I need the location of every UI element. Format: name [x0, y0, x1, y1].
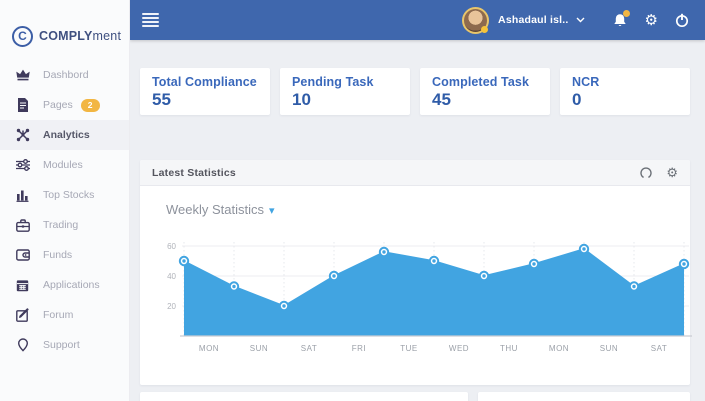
- main-content: Total Compliance 55 Pending Task 10 Comp…: [130, 40, 705, 401]
- bottom-card-right: [478, 392, 690, 401]
- wallet-icon: [15, 249, 30, 261]
- crown-icon: [15, 69, 30, 81]
- panel-header: Latest Statistics ⚙: [140, 160, 690, 186]
- avatar[interactable]: [462, 6, 490, 34]
- stat-card-total-compliance: Total Compliance 55: [140, 68, 270, 115]
- stat-value: 10: [292, 90, 311, 109]
- sidebar-item-label: Applications: [43, 279, 100, 291]
- stat-label: Completed Task: [432, 75, 530, 89]
- bar-chart-icon: [15, 189, 30, 202]
- svg-text:SAT: SAT: [651, 344, 667, 353]
- stat-value: 45: [432, 90, 451, 109]
- stat-value: 55: [152, 90, 171, 109]
- sidebar-item-analytics[interactable]: Analytics: [0, 120, 129, 150]
- gear-icon[interactable]: ⚙: [644, 11, 658, 29]
- svg-text:SUN: SUN: [250, 344, 268, 353]
- sidebar-item-label: Pages: [43, 99, 73, 111]
- svg-text:20: 20: [167, 302, 176, 311]
- sidebar-item-label: Analytics: [43, 129, 90, 141]
- sidebar-item-label: Forum: [43, 309, 74, 321]
- sidebar-item-label: Top Stocks: [43, 189, 95, 201]
- svg-text:SUN: SUN: [600, 344, 618, 353]
- stat-card-completed-task: Completed Task 45: [420, 68, 550, 115]
- stat-card-pending-task: Pending Task 10: [280, 68, 410, 115]
- caret-down-icon: ▾: [269, 205, 275, 217]
- sidebar-item-label: Funds: [43, 249, 73, 261]
- svg-text:MON: MON: [549, 344, 569, 353]
- stat-label: Pending Task: [292, 75, 374, 89]
- stat-label: NCR: [572, 75, 600, 89]
- sidebar-item-dashboard[interactable]: Dashbord: [0, 60, 129, 90]
- pages-count-badge: 2: [80, 98, 100, 112]
- sidebar-menu: Dashbord Pages 2 Analytics Modules: [0, 60, 129, 360]
- briefcase-icon: [15, 218, 30, 232]
- calendar-icon: [15, 279, 30, 292]
- weekly-chart: 20 40 60 MON SUN SAT FRI TUE WED THU MON SUN SAT: [167, 242, 692, 353]
- stats-row: Total Compliance 55 Pending Task 10 Comp…: [140, 68, 690, 115]
- sidebar-item-label: Dashbord: [43, 69, 89, 81]
- sidebar-item-trading[interactable]: Trading: [0, 210, 129, 240]
- svg-text:TUE: TUE: [400, 344, 418, 353]
- network-icon: [15, 128, 30, 142]
- sidebar-item-applications[interactable]: Applications: [0, 270, 129, 300]
- file-icon: [15, 98, 30, 112]
- panel-header-icons: ⚙: [640, 166, 678, 179]
- sidebar-item-modules[interactable]: Modules: [0, 150, 129, 180]
- sidebar-item-top-stocks[interactable]: Top Stocks: [0, 180, 129, 210]
- edit-icon: [15, 308, 30, 322]
- status-dot: [481, 25, 489, 33]
- gear-icon[interactable]: ⚙: [666, 165, 678, 180]
- sliders-icon: [15, 159, 30, 171]
- svg-text:THU: THU: [500, 344, 518, 353]
- topbar: Ashadaul isl.. ⚙: [130, 0, 705, 40]
- pin-icon: [15, 338, 30, 352]
- sidebar-item-forum[interactable]: Forum: [0, 300, 129, 330]
- panel-title: Latest Statistics: [152, 166, 236, 179]
- svg-text:40: 40: [167, 272, 176, 281]
- chevron-down-icon[interactable]: [576, 17, 585, 23]
- stat-value: 0: [572, 90, 582, 109]
- chart-area: 20 40 60 MON SUN SAT FRI TUE WED THU MON SUN SAT: [154, 218, 694, 363]
- notification-dot: [622, 9, 630, 17]
- svg-text:MON: MON: [199, 344, 219, 353]
- latest-statistics-panel: Latest Statistics ⚙ Weekly Statistics ▾ 2…: [140, 160, 692, 385]
- refresh-icon[interactable]: [640, 166, 653, 179]
- svg-text:SAT: SAT: [301, 344, 317, 353]
- sidebar-item-label: Trading: [43, 219, 79, 231]
- logo-text: COMPLYment: [39, 29, 122, 43]
- stat-label: Total Compliance: [152, 75, 257, 89]
- topbar-right: Ashadaul isl.. ⚙: [462, 6, 705, 34]
- logo: C COMPLYment: [0, 0, 129, 52]
- svg-text:FRI: FRI: [352, 344, 366, 353]
- sidebar-item-label: Support: [43, 339, 80, 351]
- svg-text:WED: WED: [449, 344, 469, 353]
- power-icon[interactable]: [675, 13, 689, 28]
- sidebar: C COMPLYment Dashbord Pages 2: [0, 0, 130, 401]
- sidebar-item-pages[interactable]: Pages 2: [0, 90, 129, 120]
- hamburger-menu-icon[interactable]: [142, 11, 159, 29]
- chart-subtitle[interactable]: Weekly Statistics ▾: [166, 202, 275, 217]
- sidebar-item-funds[interactable]: Funds: [0, 240, 129, 270]
- logo-icon: C: [12, 25, 33, 47]
- stat-card-ncr: NCR 0: [560, 68, 690, 115]
- sidebar-item-support[interactable]: Support: [0, 330, 129, 360]
- svg-text:60: 60: [167, 242, 176, 251]
- bottom-card-left: [140, 392, 468, 401]
- user-name[interactable]: Ashadaul isl..: [498, 14, 569, 26]
- bell-icon[interactable]: [613, 9, 630, 28]
- sidebar-item-label: Modules: [43, 159, 83, 171]
